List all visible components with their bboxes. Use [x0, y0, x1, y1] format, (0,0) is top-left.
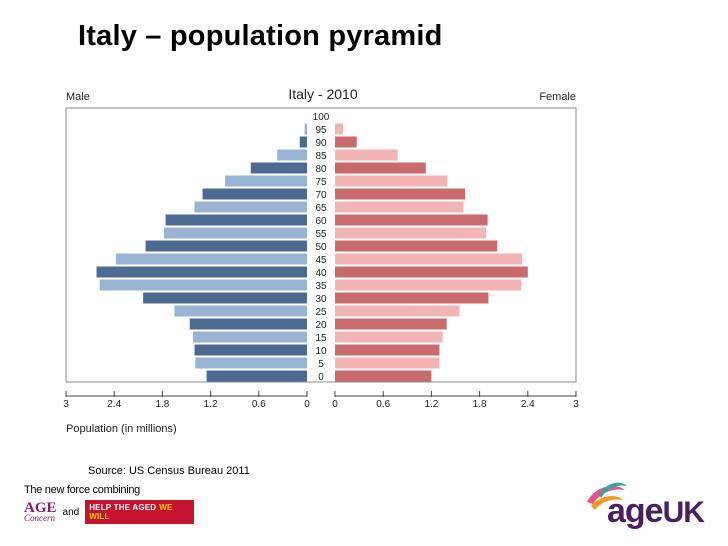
- age-label-100: 100: [313, 112, 330, 123]
- chart-title: Italy - 2010: [288, 86, 357, 102]
- female-tick-label: 1.2: [424, 399, 438, 410]
- and-text: and: [62, 506, 80, 518]
- age-label-95: 95: [315, 125, 327, 136]
- age-uk-swoosh-icon: [587, 482, 627, 510]
- female-tick-label: 0: [332, 399, 338, 410]
- plot-frame: [65, 107, 577, 383]
- age-label-50: 50: [315, 242, 327, 253]
- male-bar-90: [299, 136, 307, 148]
- female-bar-15: [335, 331, 443, 343]
- male-tick-label: 3: [63, 399, 69, 410]
- age-label-40: 40: [315, 268, 327, 279]
- age-concern-logo: AGE Concern: [24, 500, 57, 523]
- age-label-85: 85: [315, 151, 327, 162]
- male-bar-15: [192, 331, 307, 343]
- female-tick-label: 0.6: [376, 399, 390, 410]
- partner-logos: The new force combining AGE Concern and …: [24, 484, 194, 524]
- male-bar-40: [96, 266, 307, 278]
- male-bar-45: [115, 253, 307, 265]
- age-label-35: 35: [315, 281, 327, 292]
- female-tick-label: 1.8: [473, 399, 487, 410]
- female-bar-65: [335, 201, 464, 213]
- male-bar-50: [145, 240, 307, 252]
- female-bar-10: [335, 344, 440, 356]
- male-bar-25: [174, 305, 307, 317]
- age-label-25: 25: [315, 307, 327, 318]
- female-bar-30: [335, 292, 489, 304]
- male-tick-label: 0: [304, 399, 310, 410]
- female-bar-5: [335, 357, 440, 369]
- male-label: Male: [66, 91, 90, 103]
- age-label-20: 20: [315, 320, 327, 331]
- tagline: The new force combining: [24, 484, 140, 496]
- female-bar-0: [335, 370, 432, 382]
- female-bar-70: [335, 188, 466, 200]
- male-bar-20: [189, 318, 307, 330]
- female-bar-40: [335, 266, 528, 278]
- age-label-55: 55: [315, 229, 327, 240]
- female-bar-35: [335, 279, 522, 291]
- male-bar-80: [250, 162, 307, 174]
- female-bar-60: [335, 214, 488, 226]
- age-uk-logo: ageUK: [607, 492, 705, 530]
- female-bar-90: [335, 136, 357, 148]
- female-bar-85: [335, 149, 398, 161]
- male-bar-75: [225, 175, 307, 187]
- age-label-10: 10: [315, 346, 327, 357]
- male-bar-65: [194, 201, 307, 213]
- age-label-60: 60: [315, 216, 327, 227]
- male-bar-95: [304, 123, 307, 135]
- female-bar-55: [335, 227, 487, 239]
- male-tick-label: 1.2: [204, 399, 218, 410]
- female-tick-label: 2.4: [521, 399, 535, 410]
- female-tick-label: 3: [573, 399, 579, 410]
- female-bar-95: [335, 123, 344, 135]
- male-bar-5: [195, 357, 307, 369]
- male-bar-35: [99, 279, 308, 291]
- male-bar-85: [277, 149, 307, 161]
- age-label-0: 0: [318, 372, 324, 383]
- age-label-90: 90: [315, 138, 327, 149]
- age-label-70: 70: [315, 190, 327, 201]
- age-label-30: 30: [315, 294, 327, 305]
- female-bar-75: [335, 175, 448, 187]
- male-bar-10: [194, 344, 307, 356]
- female-bar-20: [335, 318, 447, 330]
- male-bar-30: [143, 292, 307, 304]
- male-bar-0: [206, 370, 307, 382]
- male-tick-label: 2.4: [107, 399, 121, 410]
- female-bar-45: [335, 253, 523, 265]
- source-note: Source: US Census Bureau 2011: [88, 465, 250, 477]
- female-bar-50: [335, 240, 498, 252]
- age-label-65: 65: [315, 203, 327, 214]
- female-bar-25: [335, 305, 460, 317]
- male-bar-70: [202, 188, 307, 200]
- age-label-80: 80: [315, 164, 327, 175]
- male-bar-55: [164, 227, 307, 239]
- x-axis-label: Population (in millions): [66, 423, 177, 435]
- slide-title: Italy – population pyramid: [78, 20, 443, 52]
- male-bar-60: [165, 214, 307, 226]
- age-label-45: 45: [315, 255, 327, 266]
- male-tick-label: 1.8: [155, 399, 169, 410]
- female-label: Female: [539, 91, 576, 103]
- age-label-5: 5: [318, 359, 324, 370]
- female-bar-80: [335, 162, 426, 174]
- male-tick-label: 0.6: [252, 399, 266, 410]
- age-label-15: 15: [315, 333, 327, 344]
- help-the-aged-logo: HELP THE AGED WE WILL: [85, 500, 194, 524]
- age-label-75: 75: [315, 177, 327, 188]
